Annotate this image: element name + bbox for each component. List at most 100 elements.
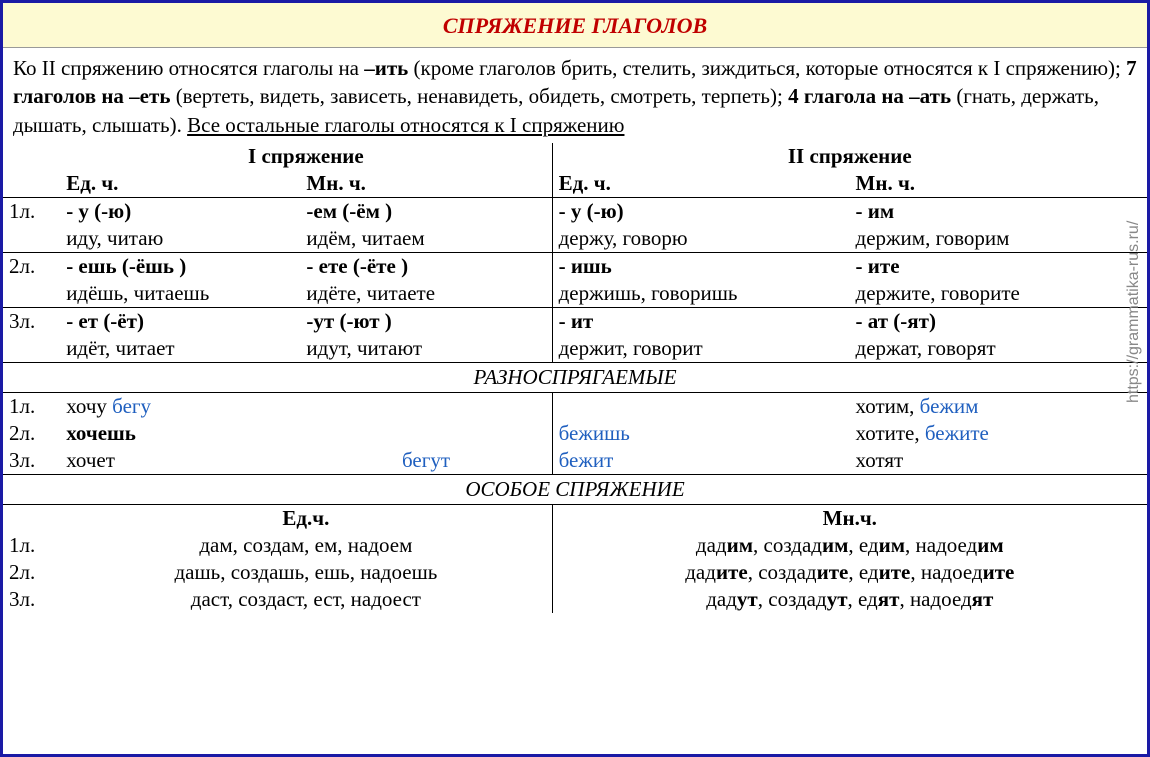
example: идёт, читает bbox=[60, 335, 300, 363]
ending: ят bbox=[878, 587, 900, 611]
ending: ите bbox=[716, 560, 748, 584]
example: иду, читаю bbox=[60, 225, 300, 253]
stem: , ед bbox=[848, 560, 878, 584]
stem: дад bbox=[706, 587, 737, 611]
ending: - им bbox=[850, 198, 1147, 226]
table-row: 1л. дам, создам, ем, надоем дадим, созда… bbox=[3, 532, 1147, 559]
special-cell: дадите, создадите, едите, надоедите bbox=[552, 559, 1147, 586]
person-label: 2л. bbox=[3, 420, 60, 447]
person-label: 1л. bbox=[3, 532, 60, 559]
col-header-1: I спряжение bbox=[60, 143, 552, 170]
word: бежим bbox=[920, 394, 979, 418]
person-label: 2л. bbox=[3, 559, 60, 586]
sub-header-sg: Ед.ч. bbox=[60, 505, 552, 533]
mixed-cell: бежит bbox=[552, 447, 849, 475]
word: хочешь bbox=[66, 421, 136, 445]
mixed-cell: бежишь bbox=[552, 420, 849, 447]
mixed-cell: хочет bbox=[60, 447, 300, 475]
example: держишь, говоришь bbox=[552, 280, 849, 308]
sub-header-pl: Мн. ч. bbox=[300, 170, 552, 198]
ending: -ем (-ём ) bbox=[300, 198, 552, 226]
mixed-cell: хотите, бежите bbox=[850, 420, 1147, 447]
intro-bold-1: –ить bbox=[364, 56, 408, 80]
ending: ут bbox=[737, 587, 758, 611]
ending: - ешь (-ёшь ) bbox=[60, 253, 300, 281]
ending: - ите bbox=[850, 253, 1147, 281]
table-row: I спряжение II спряжение bbox=[3, 143, 1147, 170]
mixed-cell: хочу бегу bbox=[60, 393, 300, 421]
stem: дад bbox=[696, 533, 727, 557]
section-header-row: ОСОБОЕ СПРЯЖЕНИЕ bbox=[3, 475, 1147, 505]
ending: - у (-ю) bbox=[552, 198, 849, 226]
stem: , надоед bbox=[910, 560, 982, 584]
mixed-cell: хотят bbox=[850, 447, 1147, 475]
table-row: иду, читаю идём, читаем держу, говорю де… bbox=[3, 225, 1147, 253]
word: бегу bbox=[112, 394, 151, 418]
word: хотим, bbox=[856, 394, 920, 418]
sub-header-sg: Ед. ч. bbox=[60, 170, 300, 198]
word: бежите bbox=[925, 421, 989, 445]
example: держу, говорю bbox=[552, 225, 849, 253]
ending: - ишь bbox=[552, 253, 849, 281]
ending: - ет (-ёт) bbox=[60, 308, 300, 336]
watermark-url: https://grammatika-rus.ru/ bbox=[1125, 3, 1149, 407]
person-label: 2л. bbox=[3, 253, 60, 281]
example: идёте, читаете bbox=[300, 280, 552, 308]
table-row: Ед.ч. Мн.ч. bbox=[3, 505, 1147, 533]
special-cell: дадим, создадим, едим, надоедим bbox=[552, 532, 1147, 559]
word: хотите, bbox=[856, 421, 925, 445]
ending: - ат (-ят) bbox=[850, 308, 1147, 336]
mixed-cell: хочешь bbox=[60, 420, 300, 447]
sub-header-sg: Ед. ч. bbox=[552, 170, 849, 198]
special-cell: дашь, создашь, ешь, надоешь bbox=[60, 559, 552, 586]
ending: ут bbox=[827, 587, 848, 611]
ending: - ете (-ёте ) bbox=[300, 253, 552, 281]
section-header-row: РАЗНОСПРЯГАЕМЫЕ bbox=[3, 363, 1147, 393]
conjugation-table: I спряжение II спряжение Ед. ч. Мн. ч. Е… bbox=[3, 143, 1147, 613]
person-label: 1л. bbox=[3, 198, 60, 226]
ending: ят bbox=[972, 587, 994, 611]
special-cell: дам, создам, ем, надоем bbox=[60, 532, 552, 559]
stem: , надоед bbox=[905, 533, 977, 557]
intro-text: Ко II спряжению относятся глаголы на bbox=[13, 56, 364, 80]
intro-bold-3: 4 глагола на –ать bbox=[788, 84, 951, 108]
table-row: 1л. - у (-ю) -ем (-ём ) - у (-ю) - им bbox=[3, 198, 1147, 226]
table-row: 2л. - ешь (-ёшь ) - ете (-ёте ) - ишь - … bbox=[3, 253, 1147, 281]
ending: -ут (-ют ) bbox=[300, 308, 552, 336]
col-header-2: II спряжение bbox=[552, 143, 1147, 170]
special-cell: даст, создаст, ест, надоест bbox=[60, 586, 552, 613]
ending: им bbox=[977, 533, 1003, 557]
ending: ите bbox=[983, 560, 1015, 584]
table-row: 2л. хочешь бежишь хотите, бежите bbox=[3, 420, 1147, 447]
stem: , создад bbox=[758, 587, 827, 611]
table-row: 3л. даст, создаст, ест, надоест дадут, с… bbox=[3, 586, 1147, 613]
stem: дад bbox=[685, 560, 716, 584]
table-row: 3л. - ет (-ёт) -ут (-ют ) - ит - ат (-ят… bbox=[3, 308, 1147, 336]
ending: им bbox=[727, 533, 753, 557]
mixed-cell: хотим, бежим bbox=[850, 393, 1147, 421]
example: идём, читаем bbox=[300, 225, 552, 253]
table-row: идёшь, читаешь идёте, читаете держишь, г… bbox=[3, 280, 1147, 308]
table-row: 3л. хочет бегут бежит хотят bbox=[3, 447, 1147, 475]
sub-header-pl: Мн.ч. bbox=[552, 505, 1147, 533]
table-row: 2л. дашь, создашь, ешь, надоешь дадите, … bbox=[3, 559, 1147, 586]
example: держит, говорит bbox=[552, 335, 849, 363]
stem: , ед bbox=[848, 587, 878, 611]
section-header: РАЗНОСПРЯГАЕМЫЕ bbox=[3, 363, 1147, 393]
example: держим, говорим bbox=[850, 225, 1147, 253]
word: хочу bbox=[66, 394, 112, 418]
special-cell: дадут, создадут, едят, надоедят bbox=[552, 586, 1147, 613]
stem: , создад bbox=[753, 533, 822, 557]
person-label: 1л. bbox=[3, 393, 60, 421]
ending: ите bbox=[879, 560, 911, 584]
stem: , ед bbox=[848, 533, 878, 557]
example: держат, говорят bbox=[850, 335, 1147, 363]
table-row: 1л. хочу бегу хотим, бежим bbox=[3, 393, 1147, 421]
intro-text: (вертеть, видеть, зависеть, ненавидеть, … bbox=[170, 84, 788, 108]
person-label: 3л. bbox=[3, 586, 60, 613]
section-header: ОСОБОЕ СПРЯЖЕНИЕ bbox=[3, 475, 1147, 505]
ending: - у (-ю) bbox=[60, 198, 300, 226]
ending: им bbox=[822, 533, 848, 557]
stem: , надоед bbox=[899, 587, 971, 611]
stem: , создад bbox=[748, 560, 817, 584]
